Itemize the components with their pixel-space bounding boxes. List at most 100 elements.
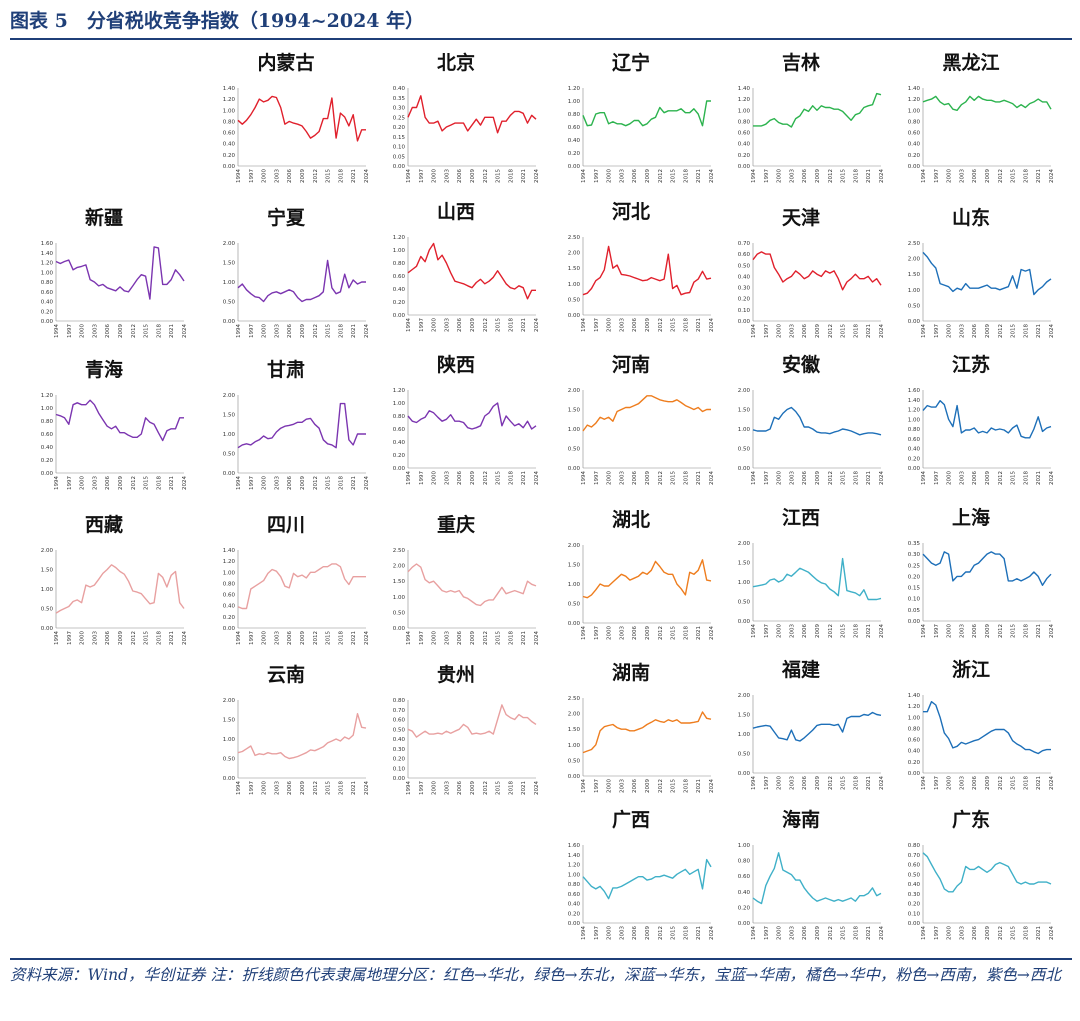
y-tick-label: 0.20 (908, 574, 921, 580)
y-tick-label: 2.00 (393, 564, 406, 570)
series-line (407, 704, 537, 738)
x-tick-label: 2009 (300, 781, 306, 795)
x-tick-label: 2024 (364, 476, 370, 490)
y-tick-label: 0.80 (393, 698, 406, 704)
series-line (582, 858, 712, 900)
x-tick-label: 2015 (326, 781, 332, 795)
y-tick-label: 1.60 (568, 843, 581, 849)
x-tick-label: 1994 (921, 624, 927, 638)
y-tick-label: 1.00 (738, 580, 751, 586)
x-tick-label: 2024 (182, 476, 188, 490)
y-tick-label: 1.40 (908, 86, 921, 92)
y-tick-label: 0.20 (908, 456, 921, 462)
x-tick-label: 1997 (934, 324, 940, 338)
line-chart: 0.00 0.20 0.40 0.60 0.80 1.00 1.20 1.40 1994 1997… (908, 693, 1055, 790)
x-tick-label: 1994 (406, 781, 412, 795)
x-tick-label: 2000 (947, 471, 953, 485)
x-tick-label: 2006 (972, 169, 978, 183)
y-tick-label: 0.60 (738, 131, 751, 137)
y-tick-label: 0.00 (41, 471, 54, 477)
y-tick-label: 2.00 (738, 388, 751, 394)
y-tick-label: 0.40 (908, 882, 921, 888)
x-tick-label: 2018 (338, 324, 344, 338)
x-tick-label: 2024 (1049, 624, 1055, 638)
x-tick-label: 2003 (274, 476, 280, 490)
y-tick-label: 0.20 (908, 902, 921, 908)
x-tick-label: 1994 (751, 324, 757, 338)
x-tick-label: 2006 (287, 476, 293, 490)
y-tick-label: 1.40 (41, 251, 54, 257)
x-tick-label: 2003 (444, 318, 450, 332)
line-chart: 0.00 0.20 0.40 0.60 0.80 1.00 1.20 1.40 1.60 1994… (568, 843, 715, 940)
line-chart: 0.00 0.50 1.00 1.50 2.00 2.50 1994 1997 2000 2003… (908, 241, 1055, 338)
y-tick-label: 0.00 (738, 319, 751, 325)
x-tick-label: 1994 (581, 626, 587, 640)
y-tick-label: 1.20 (738, 97, 751, 103)
x-tick-label: 2015 (671, 779, 677, 793)
x-tick-label: 2009 (118, 476, 124, 490)
x-tick-label: 2006 (457, 631, 463, 645)
chart-panel: 吉林 0.00 0.20 0.40 0.60 0.80 1.00 1.20 1.40 1994 19… (715, 48, 887, 198)
y-tick-label: 1.00 (41, 587, 54, 593)
chart-panel: 天津 0.00 0.10 0.20 0.30 0.40 0.50 0.60 0.70 1994 19… (715, 203, 887, 353)
y-tick-label: 0.60 (223, 131, 236, 137)
line-chart: 0.00 0.20 0.40 0.60 0.80 1.00 1.20 1.40 1994 1997… (908, 86, 1055, 183)
x-tick-label: 2009 (815, 624, 821, 638)
x-tick-label: 2000 (947, 324, 953, 338)
x-tick-label: 1994 (54, 476, 60, 490)
x-tick-label: 2021 (351, 324, 357, 338)
x-tick-label: 1997 (594, 779, 600, 793)
series-line (407, 402, 537, 430)
y-tick-label: 1.20 (908, 408, 921, 414)
y-tick-label: 1.40 (223, 86, 236, 92)
x-tick-label: 2021 (351, 476, 357, 490)
series-line (582, 395, 711, 432)
x-tick-label: 2015 (841, 926, 847, 940)
chart-panel: 青海 0.00 0.20 0.40 0.60 0.80 1.00 1.20 1994 1997 20… (18, 355, 190, 505)
x-tick-label: 2015 (841, 471, 847, 485)
x-tick-label: 2009 (985, 471, 991, 485)
line-chart: 0.00 0.50 1.00 1.50 2.00 1994 1997 2000 2003 2006… (223, 698, 370, 795)
series-line (582, 559, 712, 599)
chart-title: 山西 (436, 201, 475, 223)
x-tick-label: 1994 (581, 779, 587, 793)
x-tick-label: 2021 (521, 781, 527, 795)
y-tick-label: 2.00 (41, 548, 54, 554)
y-tick-label: 0.00 (223, 319, 236, 325)
x-tick-label: 2015 (326, 476, 332, 490)
x-tick-label: 2021 (1036, 624, 1042, 638)
y-tick-label: 1.40 (738, 86, 751, 92)
y-tick-label: 0.00 (738, 164, 751, 170)
x-tick-label: 2021 (521, 631, 527, 645)
x-tick-label: 1994 (751, 471, 757, 485)
chart-panel: 内蒙古 0.00 0.20 0.40 0.60 0.80 1.00 1.20 1.40 1994 1… (200, 48, 372, 198)
x-tick-label: 2006 (457, 471, 463, 485)
x-tick-label: 2012 (313, 631, 319, 645)
line-chart: 0.00 0.50 1.00 1.50 2.00 1994 1997 2000 2003 2006… (568, 543, 715, 640)
series-line (752, 406, 882, 436)
y-tick-label: 0.40 (738, 890, 751, 896)
y-tick-label: 1.00 (908, 288, 921, 294)
series-line (237, 259, 366, 303)
x-tick-label: 2000 (777, 624, 783, 638)
x-tick-label: 2009 (300, 169, 306, 183)
x-tick-label: 1997 (249, 476, 255, 490)
y-tick-label: 0.20 (908, 760, 921, 766)
y-tick-label: 0.60 (41, 432, 54, 438)
x-tick-label: 2018 (338, 631, 344, 645)
x-tick-label: 2006 (972, 926, 978, 940)
x-tick-label: 2021 (521, 318, 527, 332)
x-tick-label: 2021 (696, 169, 702, 183)
y-tick-label: 0.10 (738, 308, 751, 314)
y-tick-label: 2.00 (908, 257, 921, 263)
x-tick-label: 2003 (444, 631, 450, 645)
y-tick-label: 0.40 (393, 737, 406, 743)
y-tick-label: 0.35 (393, 96, 406, 102)
x-tick-label: 2000 (947, 169, 953, 183)
y-tick-label: 0.50 (393, 727, 406, 733)
y-tick-label: 1.20 (568, 863, 581, 869)
line-chart: 0.00 0.20 0.40 0.60 0.80 1.00 1.20 1994 1997 2000… (41, 393, 188, 490)
x-tick-label: 2006 (972, 776, 978, 790)
x-tick-label: 2015 (144, 476, 150, 490)
x-tick-label: 2024 (709, 779, 715, 793)
